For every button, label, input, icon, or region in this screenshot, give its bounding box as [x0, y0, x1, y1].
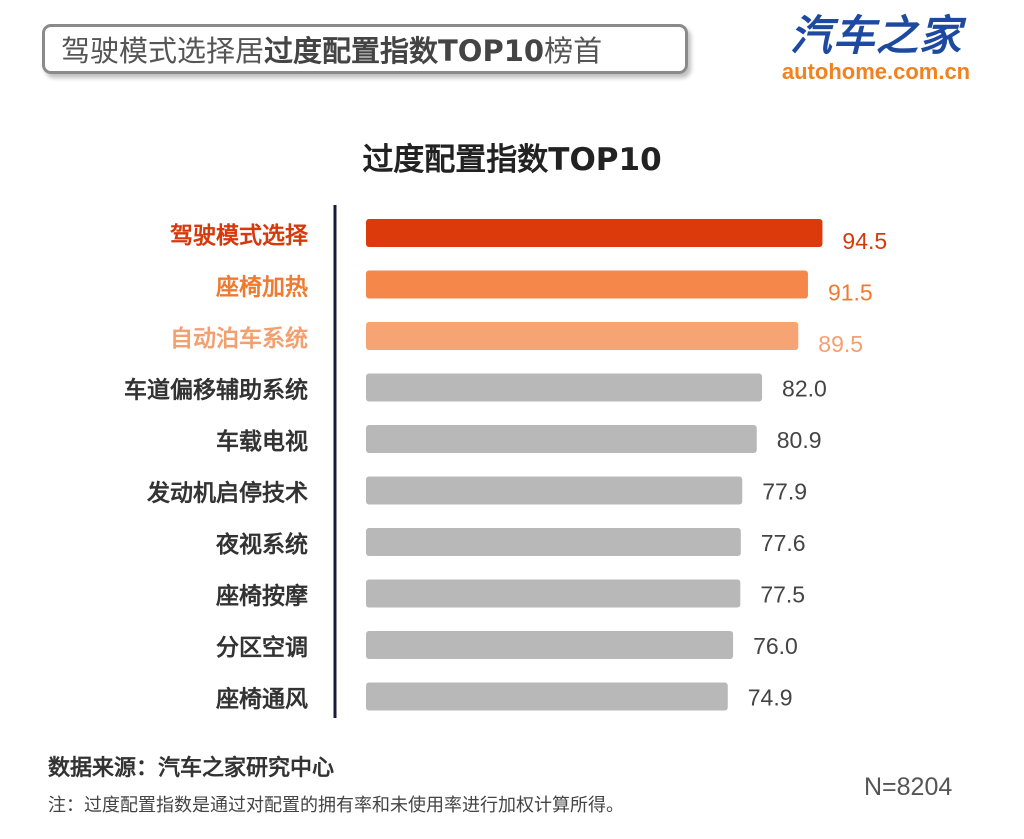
value-label: 80.9 — [777, 427, 822, 453]
value-label: 74.9 — [748, 685, 793, 711]
value-label: 94.5 — [842, 228, 887, 254]
bar — [366, 219, 823, 247]
category-label: 座椅按摩 — [216, 583, 308, 610]
bar — [366, 631, 734, 659]
value-label: 89.5 — [818, 331, 863, 357]
value-label: 77.5 — [760, 582, 805, 608]
logo-name: 汽车之家 — [789, 11, 962, 60]
bar — [366, 425, 757, 453]
value-label: 77.6 — [761, 530, 806, 556]
value-label: 91.5 — [828, 280, 873, 306]
category-label: 座椅加热 — [216, 274, 308, 301]
category-label: 驾驶模式选择 — [170, 223, 309, 249]
value-label: 82.0 — [782, 376, 827, 402]
bar — [366, 528, 741, 556]
bar — [366, 373, 763, 402]
header-banner: 驾驶模式选择居 过度配置指数TOP10 榜首 — [42, 24, 688, 74]
category-label: 自动泊车系统 — [170, 325, 308, 352]
bar — [366, 682, 728, 711]
bar — [366, 322, 799, 350]
bar — [366, 476, 743, 505]
sample-size: N=8204 — [864, 773, 953, 801]
header-highlight: 过度配置指数TOP10 — [264, 34, 545, 68]
value-label: 77.9 — [762, 479, 807, 505]
autohome-logo: 汽车之家 autohome.com.cn — [776, 12, 976, 84]
value-label: 76.0 — [753, 633, 798, 659]
footnote: 注：过度配置指数是通过对配置的拥有率和未使用率进行加权计算所得。 — [48, 795, 624, 816]
data-source: 数据来源：汽车之家研究中心 — [48, 756, 335, 781]
category-label: 车载电视 — [216, 428, 308, 455]
bar — [366, 579, 741, 608]
category-label: 车道偏移辅助系统 — [124, 377, 308, 404]
chart-title: 过度配置指数TOP10 — [362, 142, 662, 178]
category-label: 座椅通风 — [216, 686, 308, 713]
category-label: 发动机启停技术 — [146, 480, 308, 507]
bar — [366, 270, 808, 299]
category-label: 夜视系统 — [215, 531, 308, 558]
category-label: 分区空调 — [216, 634, 308, 661]
logo-url: autohome.com.cn — [781, 59, 971, 84]
header-suffix: 榜首 — [544, 34, 603, 68]
header-prefix: 驾驶模式选择居 — [61, 34, 265, 68]
